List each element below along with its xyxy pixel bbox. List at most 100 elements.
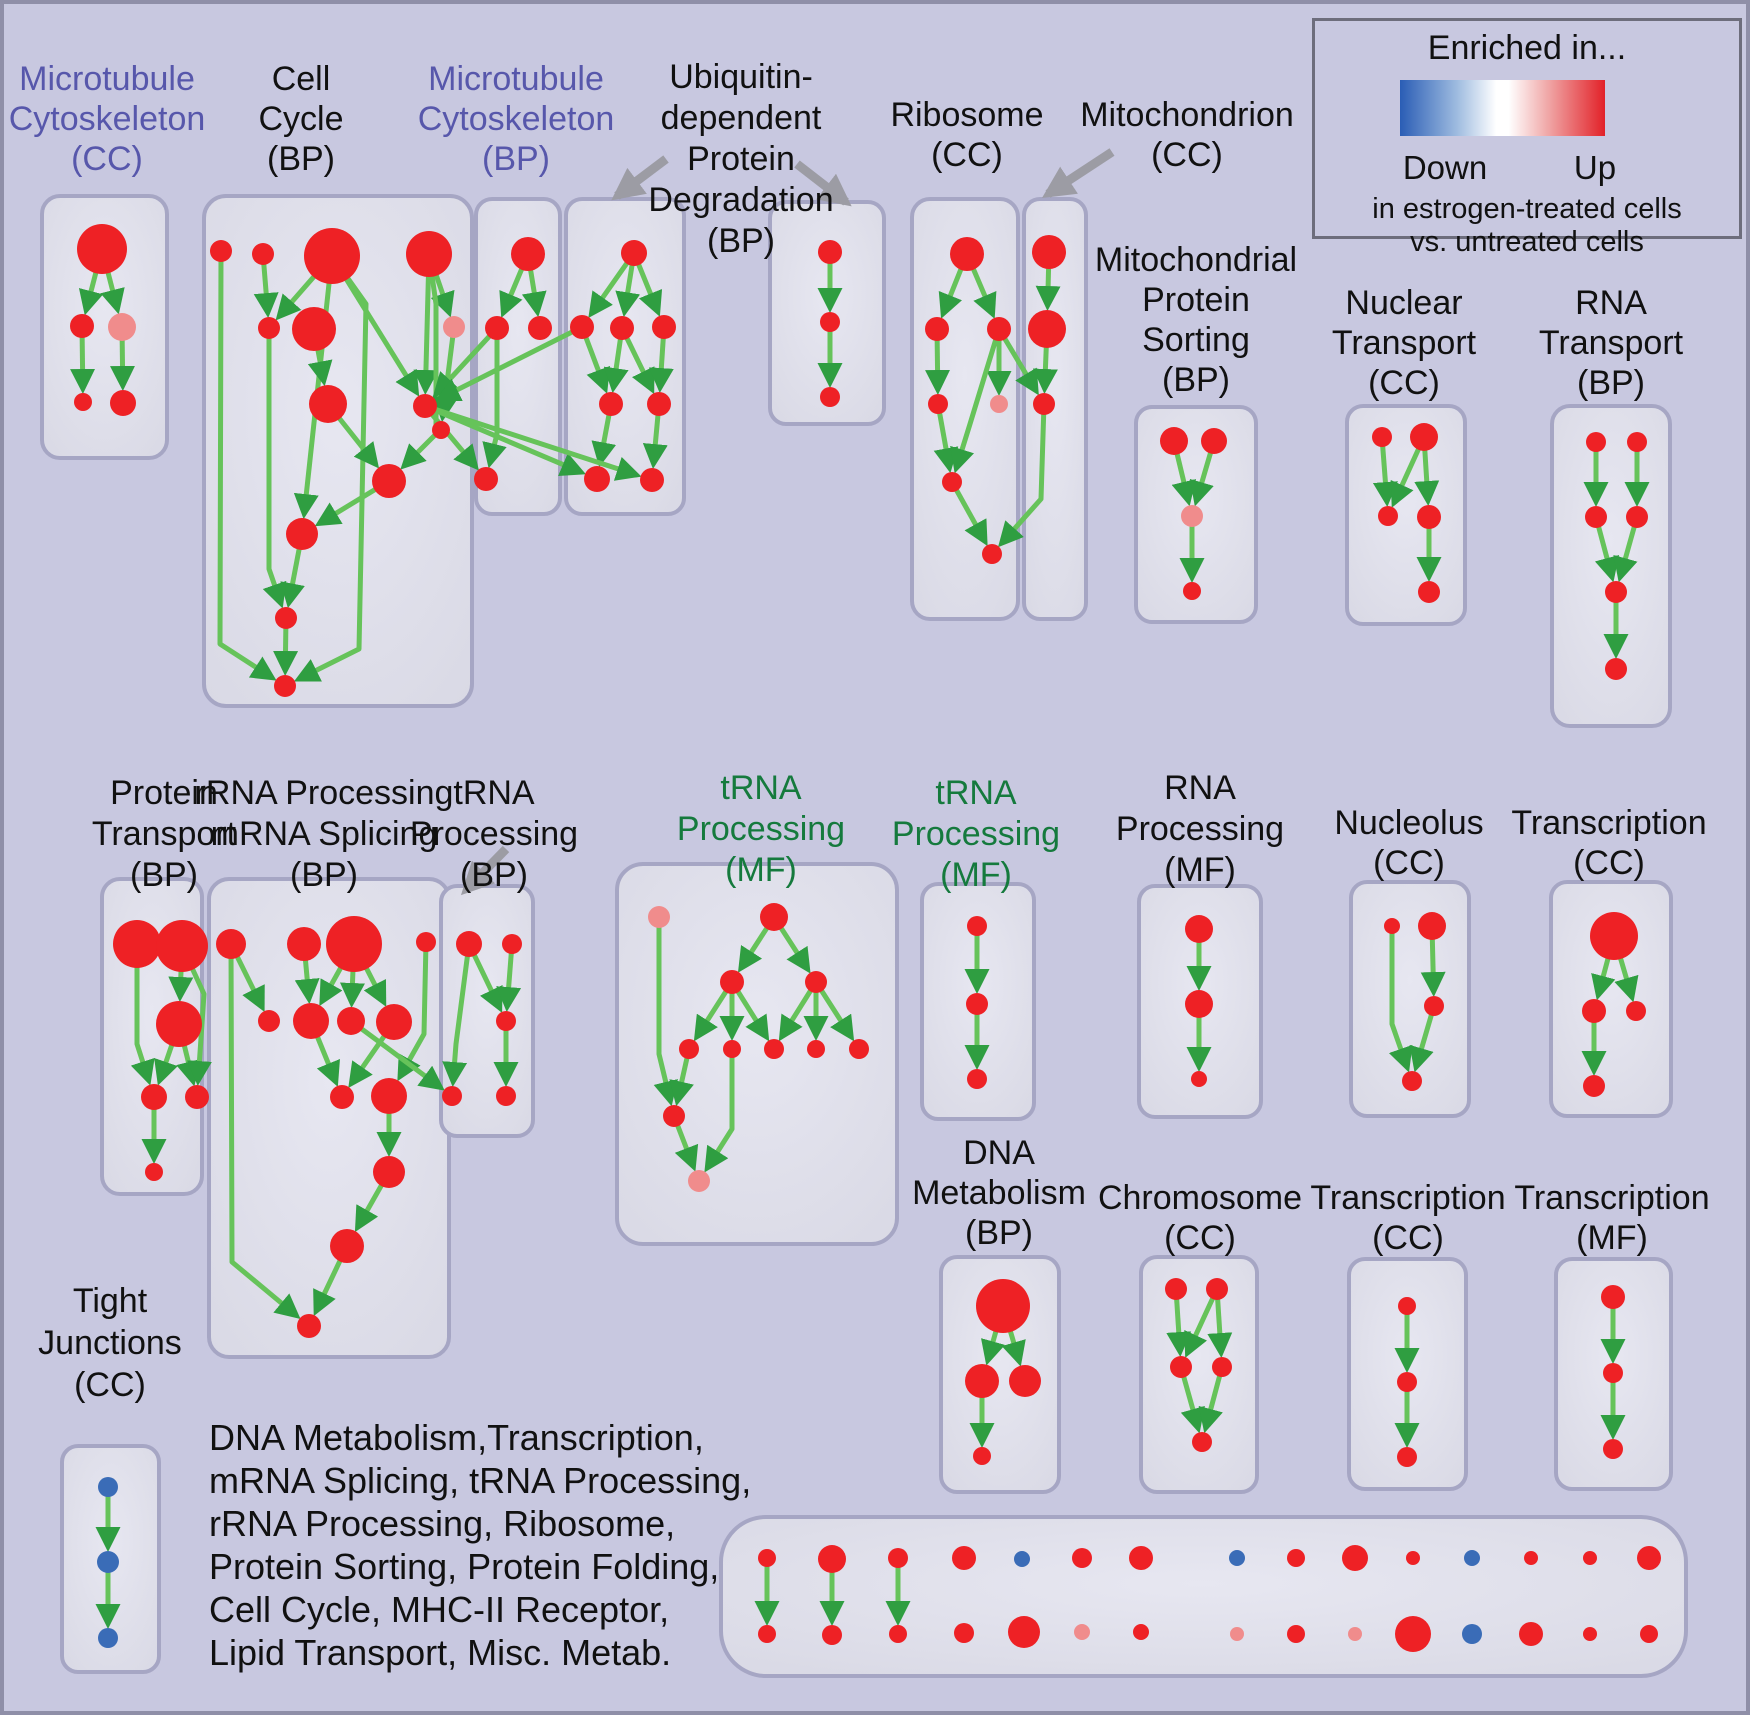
go-term-node <box>74 393 92 411</box>
go-term-node <box>967 916 987 936</box>
go-term-node <box>950 237 984 271</box>
go-term-node <box>820 312 840 332</box>
cluster-label-rna-proc-mf: RNA Processing (MF) <box>1116 769 1284 889</box>
go-term-node <box>252 243 274 265</box>
go-term-node <box>1028 310 1066 348</box>
cluster-box-bottom-strip <box>719 1515 1688 1678</box>
go-term-node <box>1287 1549 1305 1567</box>
go-term-node <box>1583 1551 1597 1565</box>
go-term-node <box>818 240 842 264</box>
go-term-node <box>442 1086 462 1106</box>
edge-arrow <box>228 943 301 1319</box>
go-term-node <box>1583 1075 1605 1097</box>
go-term-node <box>70 314 94 338</box>
go-term-node <box>373 1156 405 1188</box>
go-term-node <box>1229 1550 1245 1566</box>
cluster-label-tight-junctions: Tight Junctions (CC) <box>38 1282 182 1404</box>
go-term-node <box>1191 1071 1207 1087</box>
go-term-node <box>496 1086 516 1106</box>
go-term-node <box>326 916 382 972</box>
go-term-node <box>1206 1278 1228 1300</box>
go-term-node <box>1378 506 1398 526</box>
go-term-node <box>952 1546 976 1570</box>
note-line: DNA Metabolism,Transcription, <box>209 1417 704 1458</box>
cluster-label-nucleolus: Nucleolus (CC) <box>1334 804 1483 882</box>
go-term-node <box>1582 999 1606 1023</box>
go-term-node <box>1372 427 1392 447</box>
go-term-node <box>1464 1550 1480 1566</box>
edge-arrow <box>400 253 439 470</box>
go-term-node <box>443 316 465 338</box>
go-term-node <box>1397 1447 1417 1467</box>
go-term-node <box>286 518 318 550</box>
go-term-node <box>210 240 232 262</box>
go-term-node <box>954 1623 974 1643</box>
go-term-node <box>156 920 208 972</box>
go-term-node <box>1417 505 1441 529</box>
cross-edge-arrow <box>997 403 1047 548</box>
go-term-node <box>1583 1627 1597 1641</box>
go-term-node <box>621 240 647 266</box>
go-term-node <box>1605 581 1627 603</box>
go-term-node <box>987 317 1011 341</box>
go-term-node <box>287 927 321 961</box>
note-line: rRNA Processing, Ribosome, <box>209 1503 676 1544</box>
go-term-node <box>1185 915 1213 943</box>
go-term-node <box>1418 581 1440 603</box>
go-term-node <box>982 544 1002 564</box>
go-term-node <box>807 1040 825 1058</box>
go-term-node <box>965 1364 999 1398</box>
cluster-label-microtubule-cc: Microtubule Cytoskeleton (CC) <box>9 60 206 178</box>
legend-title: Enriched in... <box>1427 29 1627 67</box>
go-term-node <box>108 313 136 341</box>
cluster-label-mitochondrion: Mitochondrion (CC) <box>1080 96 1294 174</box>
go-term-node <box>1181 505 1203 527</box>
go-term-node <box>1398 1297 1416 1315</box>
go-term-node <box>647 392 671 416</box>
go-term-node <box>1402 1071 1422 1091</box>
go-term-node <box>371 1078 407 1114</box>
go-term-node <box>967 1069 987 1089</box>
go-term-node <box>1637 1546 1661 1570</box>
edge-arrow <box>262 328 287 609</box>
cross-edge-arrow <box>434 324 584 402</box>
go-term-node <box>1009 1365 1041 1397</box>
go-term-node <box>1185 990 1213 1018</box>
go-term-node <box>330 1085 354 1109</box>
go-term-node <box>1603 1439 1623 1459</box>
go-term-node <box>1133 1624 1149 1640</box>
go-term-node <box>818 1545 846 1573</box>
go-term-node <box>925 317 949 341</box>
edge-arrow <box>293 254 369 682</box>
cluster-label-nuclear-transport: Nuclear Transport (CC) <box>1332 284 1477 402</box>
edge-arrow <box>130 944 155 1086</box>
go-term-node <box>928 394 948 414</box>
edge-arrow <box>442 943 472 1088</box>
go-term-node <box>723 1040 741 1058</box>
cluster-label-mito-sorting: Mitochondrial Protein Sorting (BP) <box>1095 241 1297 399</box>
go-term-node <box>688 1170 710 1192</box>
cluster-box-nuclear-transport <box>1345 404 1467 626</box>
go-term-node <box>216 929 246 959</box>
go-term-node <box>640 468 664 492</box>
go-term-node <box>599 392 623 416</box>
go-term-node <box>1348 1627 1362 1641</box>
go-term-node <box>297 1314 321 1338</box>
cluster-box-chromosome <box>1139 1255 1259 1494</box>
cluster-label-trna-mf-small: tRNA Processing (MF) <box>892 774 1060 894</box>
go-term-node <box>1605 658 1627 680</box>
cross-edge-arrow <box>424 403 642 481</box>
go-term-node <box>1160 427 1188 455</box>
go-term-node <box>416 932 436 952</box>
edge-arrow <box>1388 926 1413 1073</box>
go-term-node <box>274 675 296 697</box>
legend-box: Enriched in... Down Up in estrogen-treat… <box>1312 18 1742 258</box>
go-term-node <box>502 934 522 954</box>
go-term-node <box>1424 996 1444 1016</box>
cluster-box-nucleolus <box>1349 880 1471 1118</box>
go-term-node <box>98 1477 118 1497</box>
cluster-label-transcription-mf: Transcription (MF) <box>1514 1179 1709 1257</box>
go-term-node <box>1129 1546 1153 1570</box>
note-line: Cell Cycle, MHC-II Receptor, <box>209 1589 670 1630</box>
